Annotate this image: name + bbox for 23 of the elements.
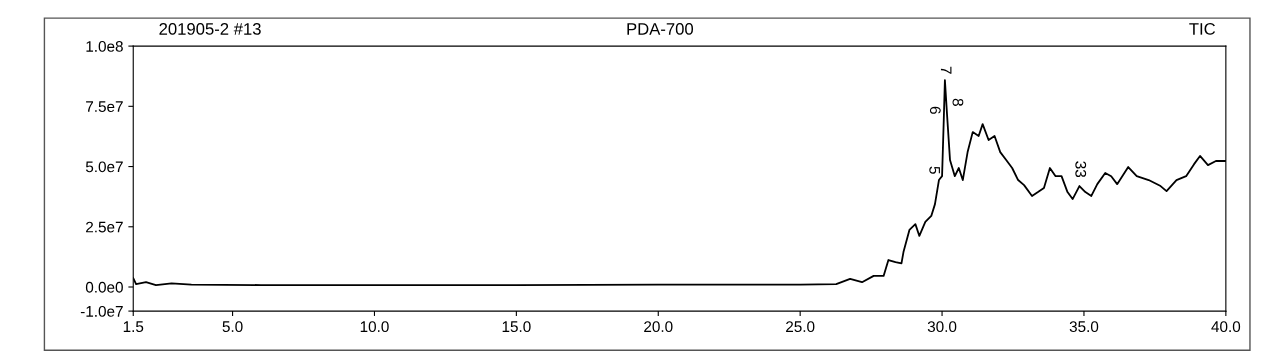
x-tick-label: 5.0 [222, 321, 243, 333]
y-tick-label: 7.5e7 [86, 101, 123, 113]
x-tick-label: 1.5 [123, 321, 144, 333]
annotation: 33 [1075, 161, 1087, 178]
x-tick-label: 40.0 [1211, 321, 1241, 333]
y-tick-label: 0.0e0 [85, 281, 123, 293]
x-tick-label: 35.0 [1069, 321, 1099, 333]
y-tick-label: 5.0e7 [85, 161, 123, 173]
x-tick-label: 20.0 [644, 321, 673, 333]
text: TIC [1189, 23, 1216, 35]
annotation: 5 [929, 166, 940, 174]
chart-title: PDA-700 [627, 23, 694, 35]
x-tick-label: 10.0 [360, 321, 389, 333]
y-tick-label: -1.0e7 [80, 305, 123, 317]
annotation: 6 [929, 106, 941, 114]
x-tick-label: 25.0 [786, 321, 815, 333]
text: 201905-2 #13 [159, 23, 261, 35]
y-tick-label: 1.0e8 [86, 40, 123, 52]
x-tick-label: 15.0 [502, 321, 531, 333]
annotation: 8 [952, 98, 964, 106]
annotation: 7 [940, 66, 952, 74]
y-tick-label: 2.5e7 [86, 221, 123, 233]
x-tick-label: 30.0 [927, 321, 957, 333]
